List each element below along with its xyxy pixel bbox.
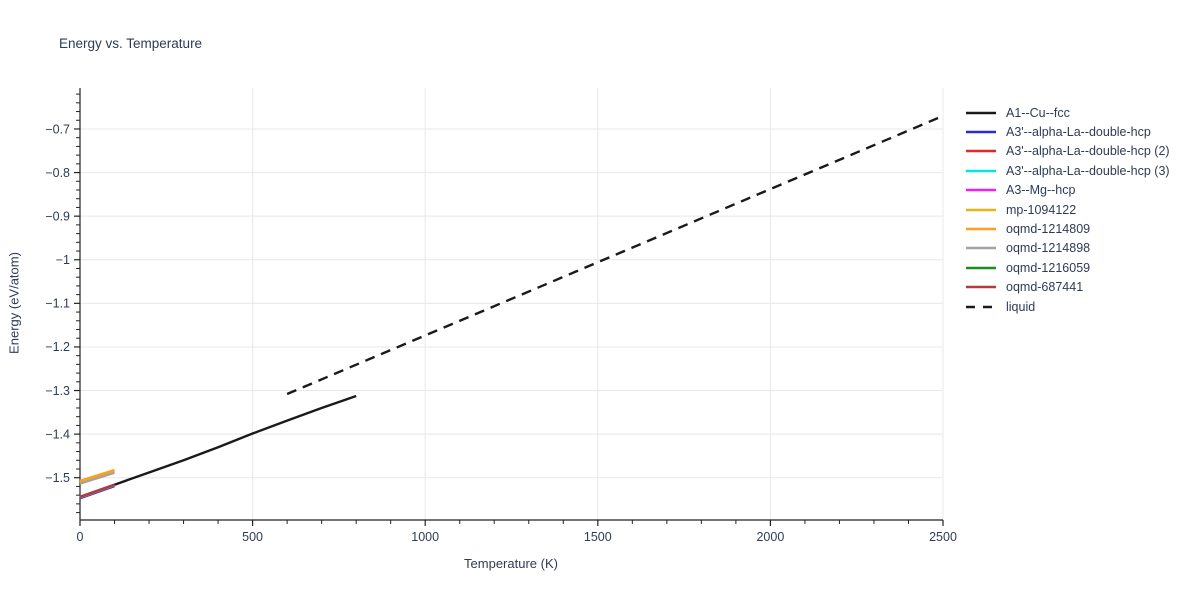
series-line-mp-1094122 [79,470,115,484]
legend-item: mp-1094122 [965,200,1170,219]
y-tick-label: −1.4 [45,427,70,441]
legend-swatch-line [966,266,996,270]
y-tick-label: −1.5 [45,471,70,485]
legend-swatch-line [966,150,996,153]
y-tick-label: −0.7 [45,122,70,136]
legend-swatch-line [966,227,996,231]
y-tick-label: −1.1 [45,297,70,311]
legend-item: oqmd-1214809 [965,219,1170,238]
y-tick-label: −0.9 [45,209,70,223]
legend-item-label: oqmd-1216059 [1006,260,1091,275]
legend-item: A3'--alpha-La--double-hcp [965,122,1170,141]
x-axis-label: Temperature (K) [464,556,558,571]
legend-swatch-line [966,169,996,173]
legend-item-label: A3--Mg--hcp [1006,183,1076,198]
legend-item-label: A3'--alpha-La--double-hcp (2) [1006,144,1170,159]
legend-item: oqmd-1216059 [965,258,1170,277]
series-line-oqmd-687441 [79,483,115,498]
y-tick-label: −1.2 [45,340,70,354]
legend-swatch-line [966,111,996,114]
legend-swatch-line [966,285,996,289]
legend-item: oqmd-1214898 [965,239,1170,258]
legend-item-label: A1--Cu--fcc [1006,105,1070,120]
x-tick-label: 2000 [756,530,784,544]
legend-item-label: oqmd-1214898 [1006,241,1091,256]
series-line-oqmd-1214898 [79,471,115,485]
legend-swatch-line [966,247,996,250]
legend-item-label: A3'--alpha-La--double-hcp [1006,125,1151,140]
chart-title: Energy vs. Temperature [59,36,203,51]
y-tick-label: −1.3 [45,384,70,398]
y-tick-label: −0.8 [45,166,70,180]
legend-swatch-line [966,188,996,192]
legend-swatch-line [966,130,996,134]
legend-item-label: oqmd-687441 [1006,280,1084,295]
series-line-a1-cu-fcc [79,394,357,499]
series-line-oqmd-1214809 [79,468,115,482]
legend-swatch-line [966,208,996,211]
series-line-liquid [286,114,944,396]
legend-item-label: liquid [1006,299,1036,314]
legend-item: oqmd-687441 [965,278,1170,297]
legend: A1--Cu--fcc A3'--alpha-La--double-hcp A3'-… [965,103,1170,316]
legend-item-label: mp-1094122 [1006,202,1077,217]
legend-item-label: A3'--alpha-La--double-hcp (3) [1006,163,1170,178]
x-tick-label: 1000 [411,530,439,544]
x-tick-label: 0 [77,530,84,544]
legend-item: A3--Mg--hcp [965,181,1170,200]
legend-swatch-dashed-line [966,305,996,308]
x-tick-label: 2500 [929,530,957,544]
x-tick-label: 500 [242,530,263,544]
legend-item-label: oqmd-1214809 [1006,222,1091,237]
legend-item: A3'--alpha-La--double-hcp (3) [965,161,1170,180]
legend-item: A3'--alpha-La--double-hcp (2) [965,142,1170,161]
y-tick-label: −1 [56,253,70,267]
x-tick-label: 1500 [584,530,612,544]
legend-item: liquid [965,297,1170,316]
legend-item: A1--Cu--fcc [965,103,1170,122]
